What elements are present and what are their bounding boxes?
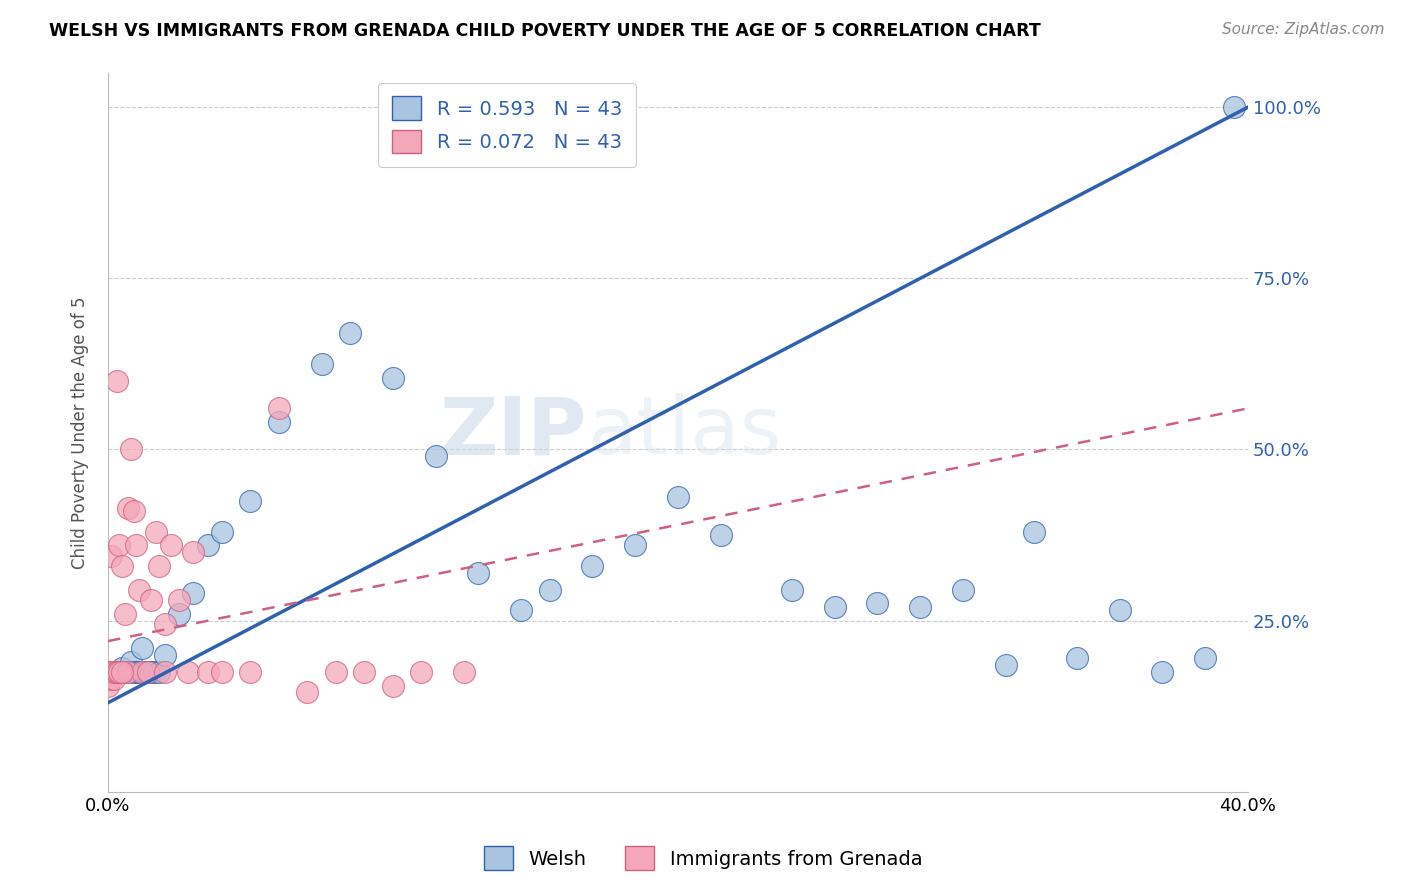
Point bbox=[139, 665, 162, 679]
Point bbox=[122, 665, 145, 679]
Point bbox=[153, 617, 176, 632]
Point bbox=[159, 538, 181, 552]
Point bbox=[97, 672, 120, 686]
Point bbox=[824, 599, 846, 614]
Point bbox=[105, 665, 128, 679]
Point bbox=[381, 679, 404, 693]
Point bbox=[128, 582, 150, 597]
Point bbox=[111, 665, 134, 679]
Point bbox=[108, 538, 131, 552]
Point bbox=[100, 665, 122, 679]
Point bbox=[1024, 524, 1046, 539]
Point bbox=[197, 665, 219, 679]
Point bbox=[117, 665, 139, 679]
Point bbox=[994, 658, 1017, 673]
Point bbox=[111, 661, 134, 675]
Legend: Welsh, Immigrants from Grenada: Welsh, Immigrants from Grenada bbox=[475, 838, 931, 878]
Point bbox=[97, 665, 120, 679]
Point bbox=[425, 450, 447, 464]
Y-axis label: Child Poverty Under the Age of 5: Child Poverty Under the Age of 5 bbox=[72, 296, 89, 568]
Point bbox=[97, 679, 120, 693]
Point bbox=[311, 357, 333, 371]
Point bbox=[139, 593, 162, 607]
Point bbox=[103, 672, 125, 686]
Point bbox=[142, 665, 165, 679]
Point bbox=[131, 640, 153, 655]
Point bbox=[125, 538, 148, 552]
Point bbox=[239, 493, 262, 508]
Point bbox=[125, 665, 148, 679]
Point bbox=[105, 665, 128, 679]
Point bbox=[581, 558, 603, 573]
Point bbox=[153, 648, 176, 662]
Point bbox=[211, 665, 233, 679]
Point bbox=[148, 558, 170, 573]
Point bbox=[167, 593, 190, 607]
Point bbox=[267, 401, 290, 416]
Point bbox=[148, 665, 170, 679]
Point bbox=[120, 442, 142, 457]
Point bbox=[131, 665, 153, 679]
Point bbox=[103, 665, 125, 679]
Point bbox=[108, 665, 131, 679]
Point bbox=[183, 586, 205, 600]
Point bbox=[780, 582, 803, 597]
Point bbox=[100, 672, 122, 686]
Point bbox=[211, 524, 233, 539]
Point bbox=[167, 607, 190, 621]
Point bbox=[467, 566, 489, 580]
Point bbox=[325, 665, 347, 679]
Point bbox=[177, 665, 200, 679]
Point bbox=[114, 607, 136, 621]
Point bbox=[1222, 100, 1244, 114]
Point bbox=[1194, 651, 1216, 665]
Text: atlas: atlas bbox=[586, 393, 782, 471]
Point bbox=[239, 665, 262, 679]
Point bbox=[624, 538, 647, 552]
Point bbox=[908, 599, 931, 614]
Point bbox=[136, 665, 159, 679]
Point bbox=[381, 370, 404, 384]
Point bbox=[105, 665, 128, 679]
Point bbox=[866, 597, 889, 611]
Point bbox=[145, 524, 167, 539]
Point bbox=[122, 504, 145, 518]
Point bbox=[117, 500, 139, 515]
Point bbox=[117, 665, 139, 679]
Point bbox=[267, 415, 290, 429]
Point bbox=[197, 538, 219, 552]
Point bbox=[120, 655, 142, 669]
Point bbox=[339, 326, 361, 340]
Point bbox=[153, 665, 176, 679]
Point bbox=[111, 558, 134, 573]
Point bbox=[134, 665, 156, 679]
Point bbox=[100, 549, 122, 563]
Legend: R = 0.593   N = 43, R = 0.072   N = 43: R = 0.593 N = 43, R = 0.072 N = 43 bbox=[378, 83, 636, 167]
Text: ZIP: ZIP bbox=[440, 393, 586, 471]
Point bbox=[183, 545, 205, 559]
Point bbox=[353, 665, 375, 679]
Point bbox=[453, 665, 475, 679]
Text: Source: ZipAtlas.com: Source: ZipAtlas.com bbox=[1222, 22, 1385, 37]
Point bbox=[1152, 665, 1174, 679]
Point bbox=[411, 665, 433, 679]
Point bbox=[105, 374, 128, 388]
Point bbox=[136, 665, 159, 679]
Text: WELSH VS IMMIGRANTS FROM GRENADA CHILD POVERTY UNDER THE AGE OF 5 CORRELATION CH: WELSH VS IMMIGRANTS FROM GRENADA CHILD P… bbox=[49, 22, 1040, 40]
Point bbox=[952, 582, 974, 597]
Point bbox=[510, 603, 533, 617]
Point bbox=[538, 582, 561, 597]
Point bbox=[1108, 603, 1130, 617]
Point bbox=[297, 685, 319, 699]
Point bbox=[128, 665, 150, 679]
Point bbox=[710, 528, 733, 542]
Point bbox=[666, 491, 689, 505]
Point bbox=[1066, 651, 1088, 665]
